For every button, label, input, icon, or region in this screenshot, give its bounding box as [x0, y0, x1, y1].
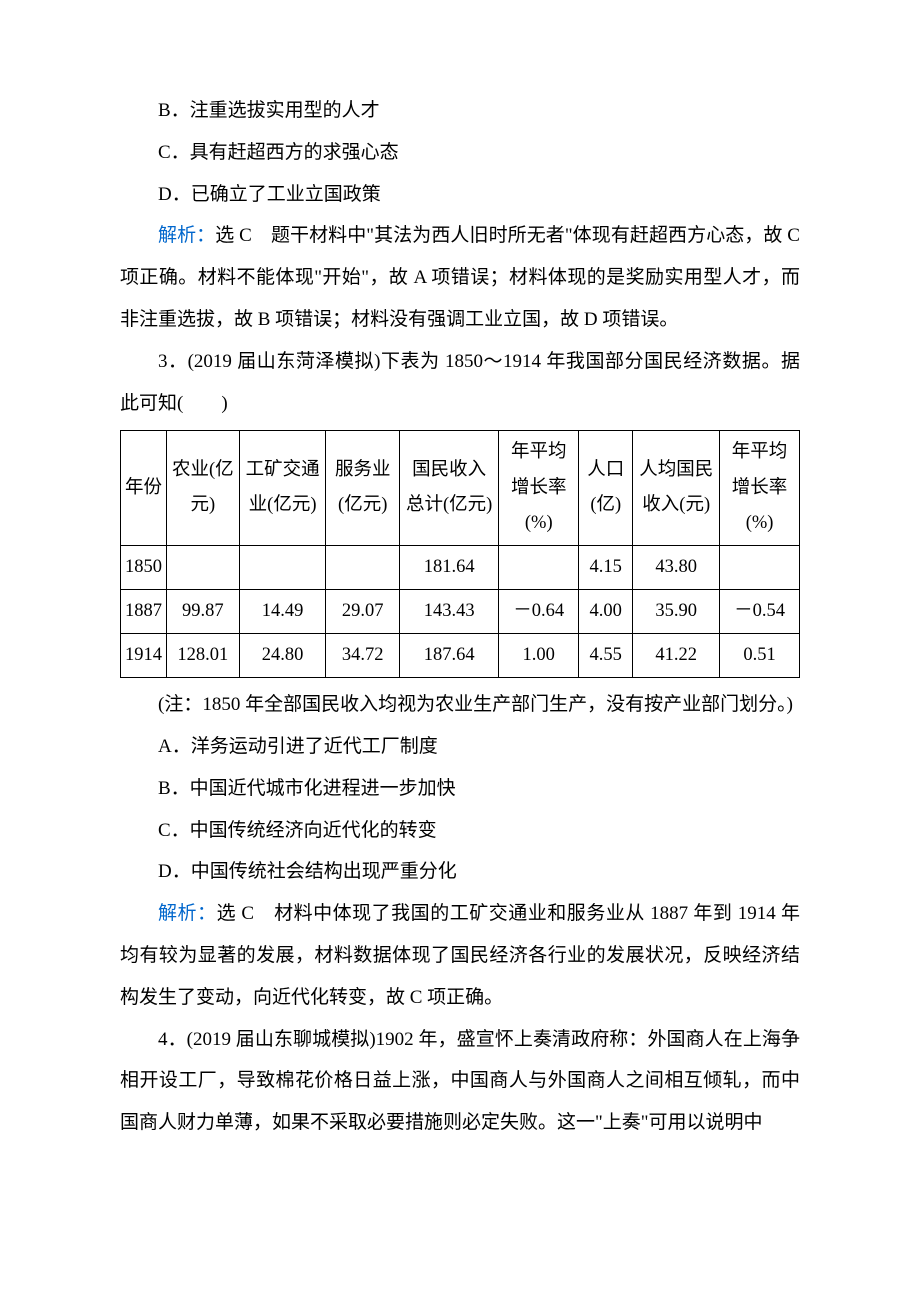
explain-pre-q3: 选 C: [217, 903, 275, 924]
table-cell: 4.15: [579, 545, 633, 589]
table-cell: 4.55: [579, 634, 633, 678]
option-d: D．已确立了工业立国政策: [120, 174, 800, 216]
q3-note: (注：1850 年全部国民收入均视为农业生产部门生产，没有按产业部门划分。): [120, 684, 800, 726]
table-row: 1914128.0124.8034.72187.641.004.5541.220…: [121, 634, 800, 678]
table-cell: 1914: [121, 634, 167, 678]
table-cell: 34.72: [326, 634, 399, 678]
table-cell: 143.43: [399, 589, 498, 633]
table-cell: 24.80: [239, 634, 326, 678]
economy-table: 年份 农业(亿元) 工矿交通业(亿元) 服务业(亿元) 国民收入总计(亿元) 年…: [120, 430, 800, 678]
q3-option-a: A．洋务运动引进了近代工厂制度: [120, 726, 800, 768]
table-cell: 1.00: [499, 634, 579, 678]
th-mining: 工矿交通业(亿元): [239, 431, 326, 545]
th-pop: 人口(亿): [579, 431, 633, 545]
explanation-q3: 解析：选 C 材料中体现了我国的工矿交通业和服务业从 1887 年到 1914 …: [120, 893, 800, 1018]
table-cell: [239, 545, 326, 589]
th-growth: 年平均增长率(%): [499, 431, 579, 545]
th-income: 国民收入总计(亿元): [399, 431, 498, 545]
table-cell: 35.90: [633, 589, 720, 633]
table-cell: 128.01: [167, 634, 240, 678]
table-cell: [326, 545, 399, 589]
table-cell: －0.54: [720, 589, 800, 633]
q3-option-d: D．中国传统社会结构出现严重分化: [120, 851, 800, 893]
th-year: 年份: [121, 431, 167, 545]
th-growth2: 年平均增长率(%): [720, 431, 800, 545]
explanation-q2: 解析：选 C 题干材料中"其法为西人旧时所无者"体现有赶超西方心态，故 C 项正…: [120, 215, 800, 340]
table-cell: 99.87: [167, 589, 240, 633]
explain-pre: 选 C: [215, 225, 271, 246]
table-cell: 41.22: [633, 634, 720, 678]
table-cell: 187.64: [399, 634, 498, 678]
table-cell: [720, 545, 800, 589]
table-cell: 0.51: [720, 634, 800, 678]
q3-stem: 3．(2019 届山东菏泽模拟)下表为 1850～1914 年我国部分国民经济数…: [120, 341, 800, 425]
q3-option-c: C．中国传统经济向近代化的转变: [120, 810, 800, 852]
table-cell: 1887: [121, 589, 167, 633]
table-cell: 29.07: [326, 589, 399, 633]
table-row: 1850 181.64 4.1543.80: [121, 545, 800, 589]
table-cell: 181.64: [399, 545, 498, 589]
th-agri: 农业(亿元): [167, 431, 240, 545]
table-cell: 14.49: [239, 589, 326, 633]
table-header-row: 年份 农业(亿元) 工矿交通业(亿元) 服务业(亿元) 国民收入总计(亿元) 年…: [121, 431, 800, 545]
table-body: 1850181.644.1543.80188799.8714.4929.0714…: [121, 545, 800, 677]
q3-option-b: B．中国近代城市化进程进一步加快: [120, 768, 800, 810]
q4-stem: 4．(2019 届山东聊城模拟)1902 年，盛宣怀上奏清政府称：外国商人在上海…: [120, 1019, 800, 1144]
explain-label-q3: 解析：: [158, 903, 217, 924]
option-b: B．注重选拔实用型的人才: [120, 90, 800, 132]
table-cell: 43.80: [633, 545, 720, 589]
table-cell: [499, 545, 579, 589]
explain-label: 解析：: [158, 225, 215, 246]
table-cell: 1850: [121, 545, 167, 589]
option-c: C．具有赶超西方的求强心态: [120, 132, 800, 174]
th-percap: 人均国民收入(元): [633, 431, 720, 545]
table-cell: －0.64: [499, 589, 579, 633]
table-cell: [167, 545, 240, 589]
table-row: 188799.8714.4929.07143.43－0.644.0035.90－…: [121, 589, 800, 633]
th-service: 服务业(亿元): [326, 431, 399, 545]
table-cell: 4.00: [579, 589, 633, 633]
